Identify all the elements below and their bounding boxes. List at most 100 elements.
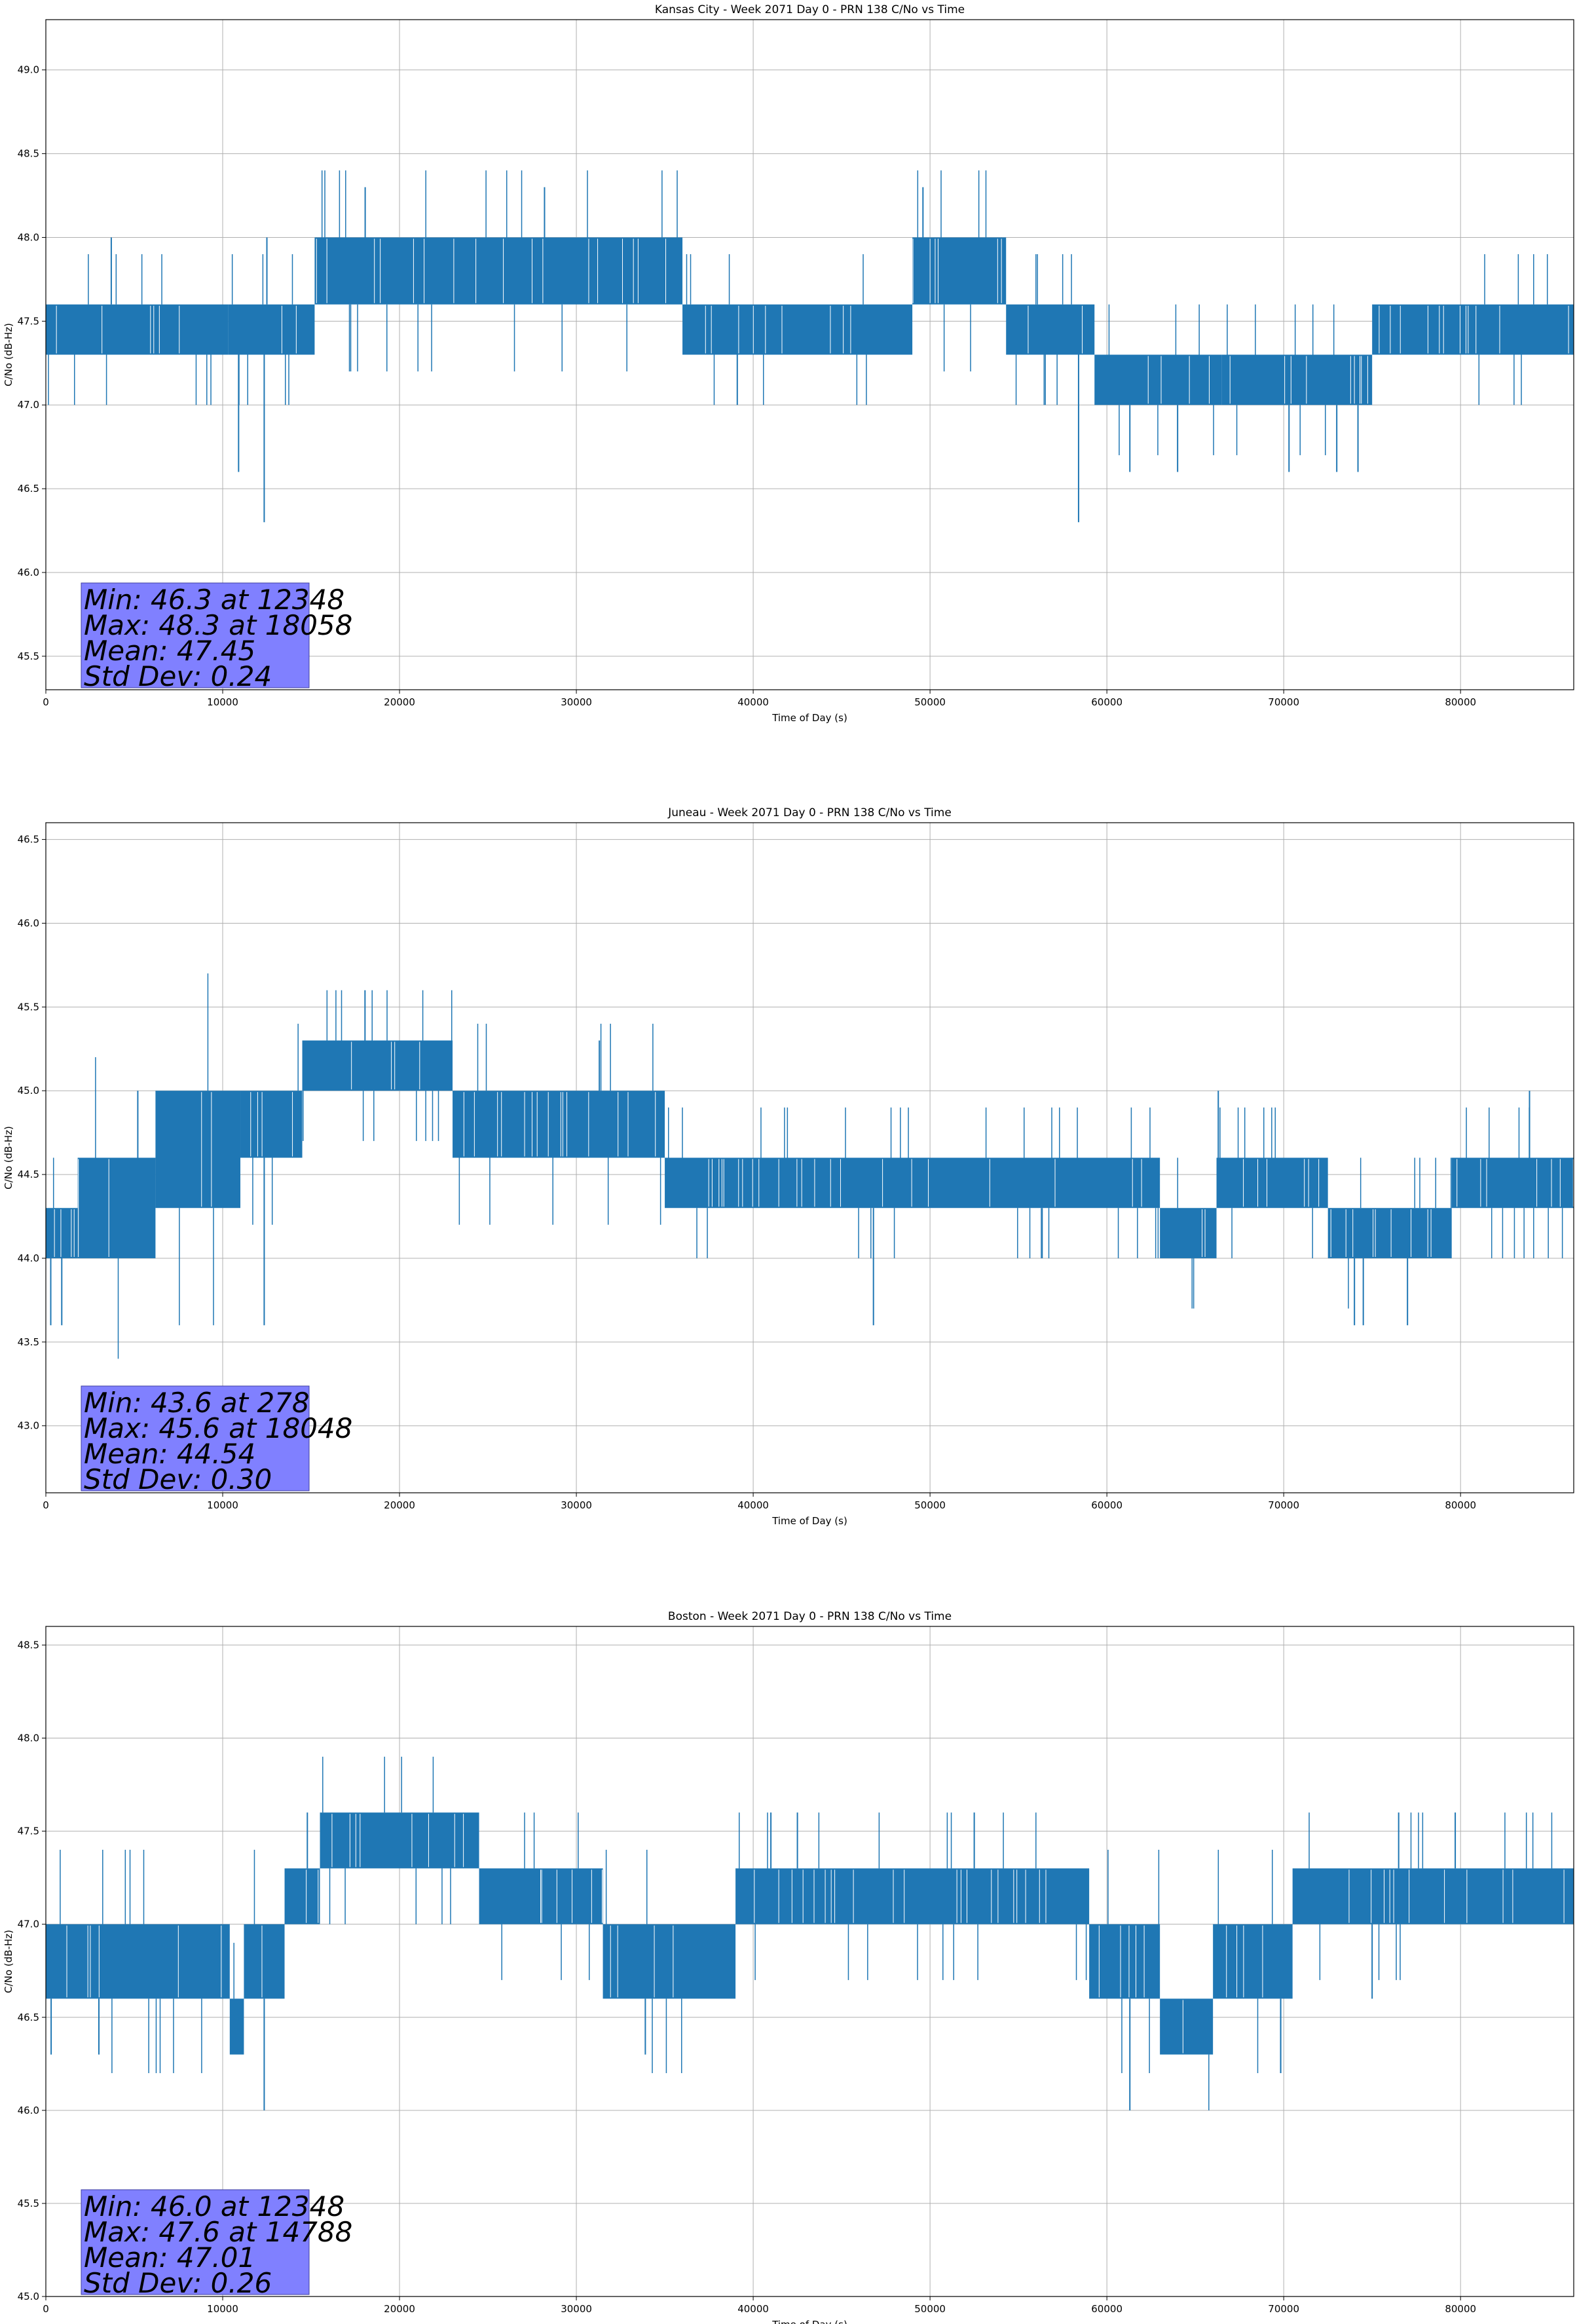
stats-min-text: Min: 46.0 at 12348 <box>84 2190 344 2222</box>
y-tick-label: 44.0 <box>18 1252 39 1264</box>
y-tick-label: 48.5 <box>18 148 39 160</box>
data-band <box>1451 1157 1574 1209</box>
data-band <box>1160 1208 1217 1258</box>
chart-title: Boston - Week 2071 Day 0 - PRN 138 C/No … <box>668 1610 952 1623</box>
y-tick-label: 45.5 <box>18 650 39 662</box>
data-band <box>1372 304 1574 355</box>
data-band <box>314 237 683 305</box>
data-band <box>665 1157 1160 1209</box>
x-tick-label: 80000 <box>1445 2303 1476 2315</box>
stats-mean-text: Mean: 47.45 <box>84 635 255 667</box>
x-axis-label: Time of Day (s) <box>771 2319 847 2324</box>
y-tick-label: 47.0 <box>18 399 39 411</box>
y-tick-label: 48.5 <box>18 1639 39 1651</box>
series-group <box>46 1756 1574 2110</box>
axes-frame <box>45 19 1574 690</box>
data-band <box>1089 1924 1160 1999</box>
data-band <box>735 1868 1090 1924</box>
x-tick-label: 0 <box>43 1499 49 1511</box>
stats-max-text: Max: 48.3 at 18058 <box>84 609 352 641</box>
x-tick-label: 60000 <box>1091 696 1122 708</box>
y-tick-label: 48.0 <box>18 231 39 243</box>
y-tick-label: 49.0 <box>18 64 39 76</box>
stats-mean-text: Mean: 44.54 <box>84 1438 255 1470</box>
stats-std-text: Std Dev: 0.30 <box>84 1463 272 1495</box>
data-band <box>284 1868 320 1924</box>
x-tick-label: 20000 <box>384 1499 415 1511</box>
x-tick-label: 40000 <box>737 2303 769 2315</box>
x-tick-label: 80000 <box>1445 1499 1476 1511</box>
x-axis-label: Time of Day (s) <box>771 1515 847 1527</box>
data-band <box>1213 1924 1293 1999</box>
stats-box <box>81 1385 310 1491</box>
data-band <box>155 1091 241 1209</box>
y-axis-label: C/No (dB-Hz) <box>3 323 14 386</box>
data-band <box>77 1157 156 1258</box>
x-tick-label: 30000 <box>561 1499 592 1511</box>
chart-panel-0: Kansas City - Week 2071 Day 0 - PRN 138 … <box>3 3 1574 724</box>
x-tick-label: 20000 <box>384 2303 415 2315</box>
x-tick-label: 20000 <box>384 696 415 708</box>
y-tick-label: 45.0 <box>18 2291 39 2302</box>
data-band <box>302 1040 453 1091</box>
stats-std-text: Std Dev: 0.26 <box>84 2267 272 2299</box>
x-tick-label: 60000 <box>1091 1499 1122 1511</box>
x-tick-label: 50000 <box>914 2303 946 2315</box>
y-tick-label: 43.0 <box>18 1420 39 1432</box>
y-tick-label: 46.5 <box>18 483 39 495</box>
x-tick-label: 30000 <box>561 696 592 708</box>
series-group <box>46 973 1574 1359</box>
data-band <box>1292 1868 1574 1924</box>
y-tick-label: 46.0 <box>18 567 39 578</box>
data-band <box>46 304 229 355</box>
y-tick-label: 44.5 <box>18 1169 39 1180</box>
x-tick-label: 0 <box>43 2303 49 2315</box>
chart-title: Juneau - Week 2071 Day 0 - PRN 138 C/No … <box>667 806 952 819</box>
data-band <box>46 1924 230 1999</box>
y-tick-label: 45.5 <box>18 2198 39 2209</box>
data-band <box>1327 1208 1452 1258</box>
y-tick-label: 47.5 <box>18 315 39 327</box>
x-tick-label: 30000 <box>561 2303 592 2315</box>
chart-panel-2: Boston - Week 2071 Day 0 - PRN 138 C/No … <box>3 1610 1574 2324</box>
data-band <box>682 304 913 355</box>
data-band <box>1160 1998 1214 2055</box>
x-tick-label: 80000 <box>1445 696 1476 708</box>
x-tick-label: 70000 <box>1268 696 1299 708</box>
y-axis-label: C/No (dB-Hz) <box>3 1930 14 1993</box>
data-band <box>46 1208 78 1258</box>
stats-max-text: Max: 45.6 at 18048 <box>84 1412 352 1444</box>
data-band <box>1216 1157 1328 1209</box>
series-group <box>46 170 1574 523</box>
x-tick-label: 70000 <box>1268 2303 1299 2315</box>
data-band <box>240 1091 303 1158</box>
data-band <box>244 1924 285 1999</box>
data-band <box>603 1924 736 1999</box>
x-tick-label: 60000 <box>1091 2303 1122 2315</box>
x-tick-label: 0 <box>43 696 49 708</box>
data-band <box>320 1812 479 1869</box>
data-band <box>1006 304 1095 355</box>
stats-min-text: Min: 46.3 at 12348 <box>84 584 344 616</box>
y-tick-label: 43.5 <box>18 1336 39 1348</box>
stats-max-text: Max: 47.6 at 14788 <box>84 2216 352 2248</box>
data-band <box>1094 354 1222 405</box>
x-tick-label: 50000 <box>914 1499 946 1511</box>
x-tick-label: 40000 <box>737 696 769 708</box>
axes-frame <box>45 1626 1574 2297</box>
stats-box <box>81 2189 310 2295</box>
x-tick-label: 10000 <box>207 2303 238 2315</box>
x-tick-label: 10000 <box>207 696 238 708</box>
y-tick-label: 45.0 <box>18 1085 39 1096</box>
x-tick-label: 70000 <box>1268 1499 1299 1511</box>
stats-min-text: Min: 43.6 at 278 <box>84 1387 310 1419</box>
y-tick-label: 47.0 <box>18 1919 39 1930</box>
y-tick-label: 46.5 <box>18 834 39 846</box>
data-band <box>453 1091 665 1158</box>
y-tick-label: 45.5 <box>18 1001 39 1013</box>
x-tick-label: 50000 <box>914 696 946 708</box>
y-tick-label: 46.0 <box>18 917 39 929</box>
data-band <box>228 304 315 355</box>
chart-panel-1: Juneau - Week 2071 Day 0 - PRN 138 C/No … <box>3 806 1574 1527</box>
